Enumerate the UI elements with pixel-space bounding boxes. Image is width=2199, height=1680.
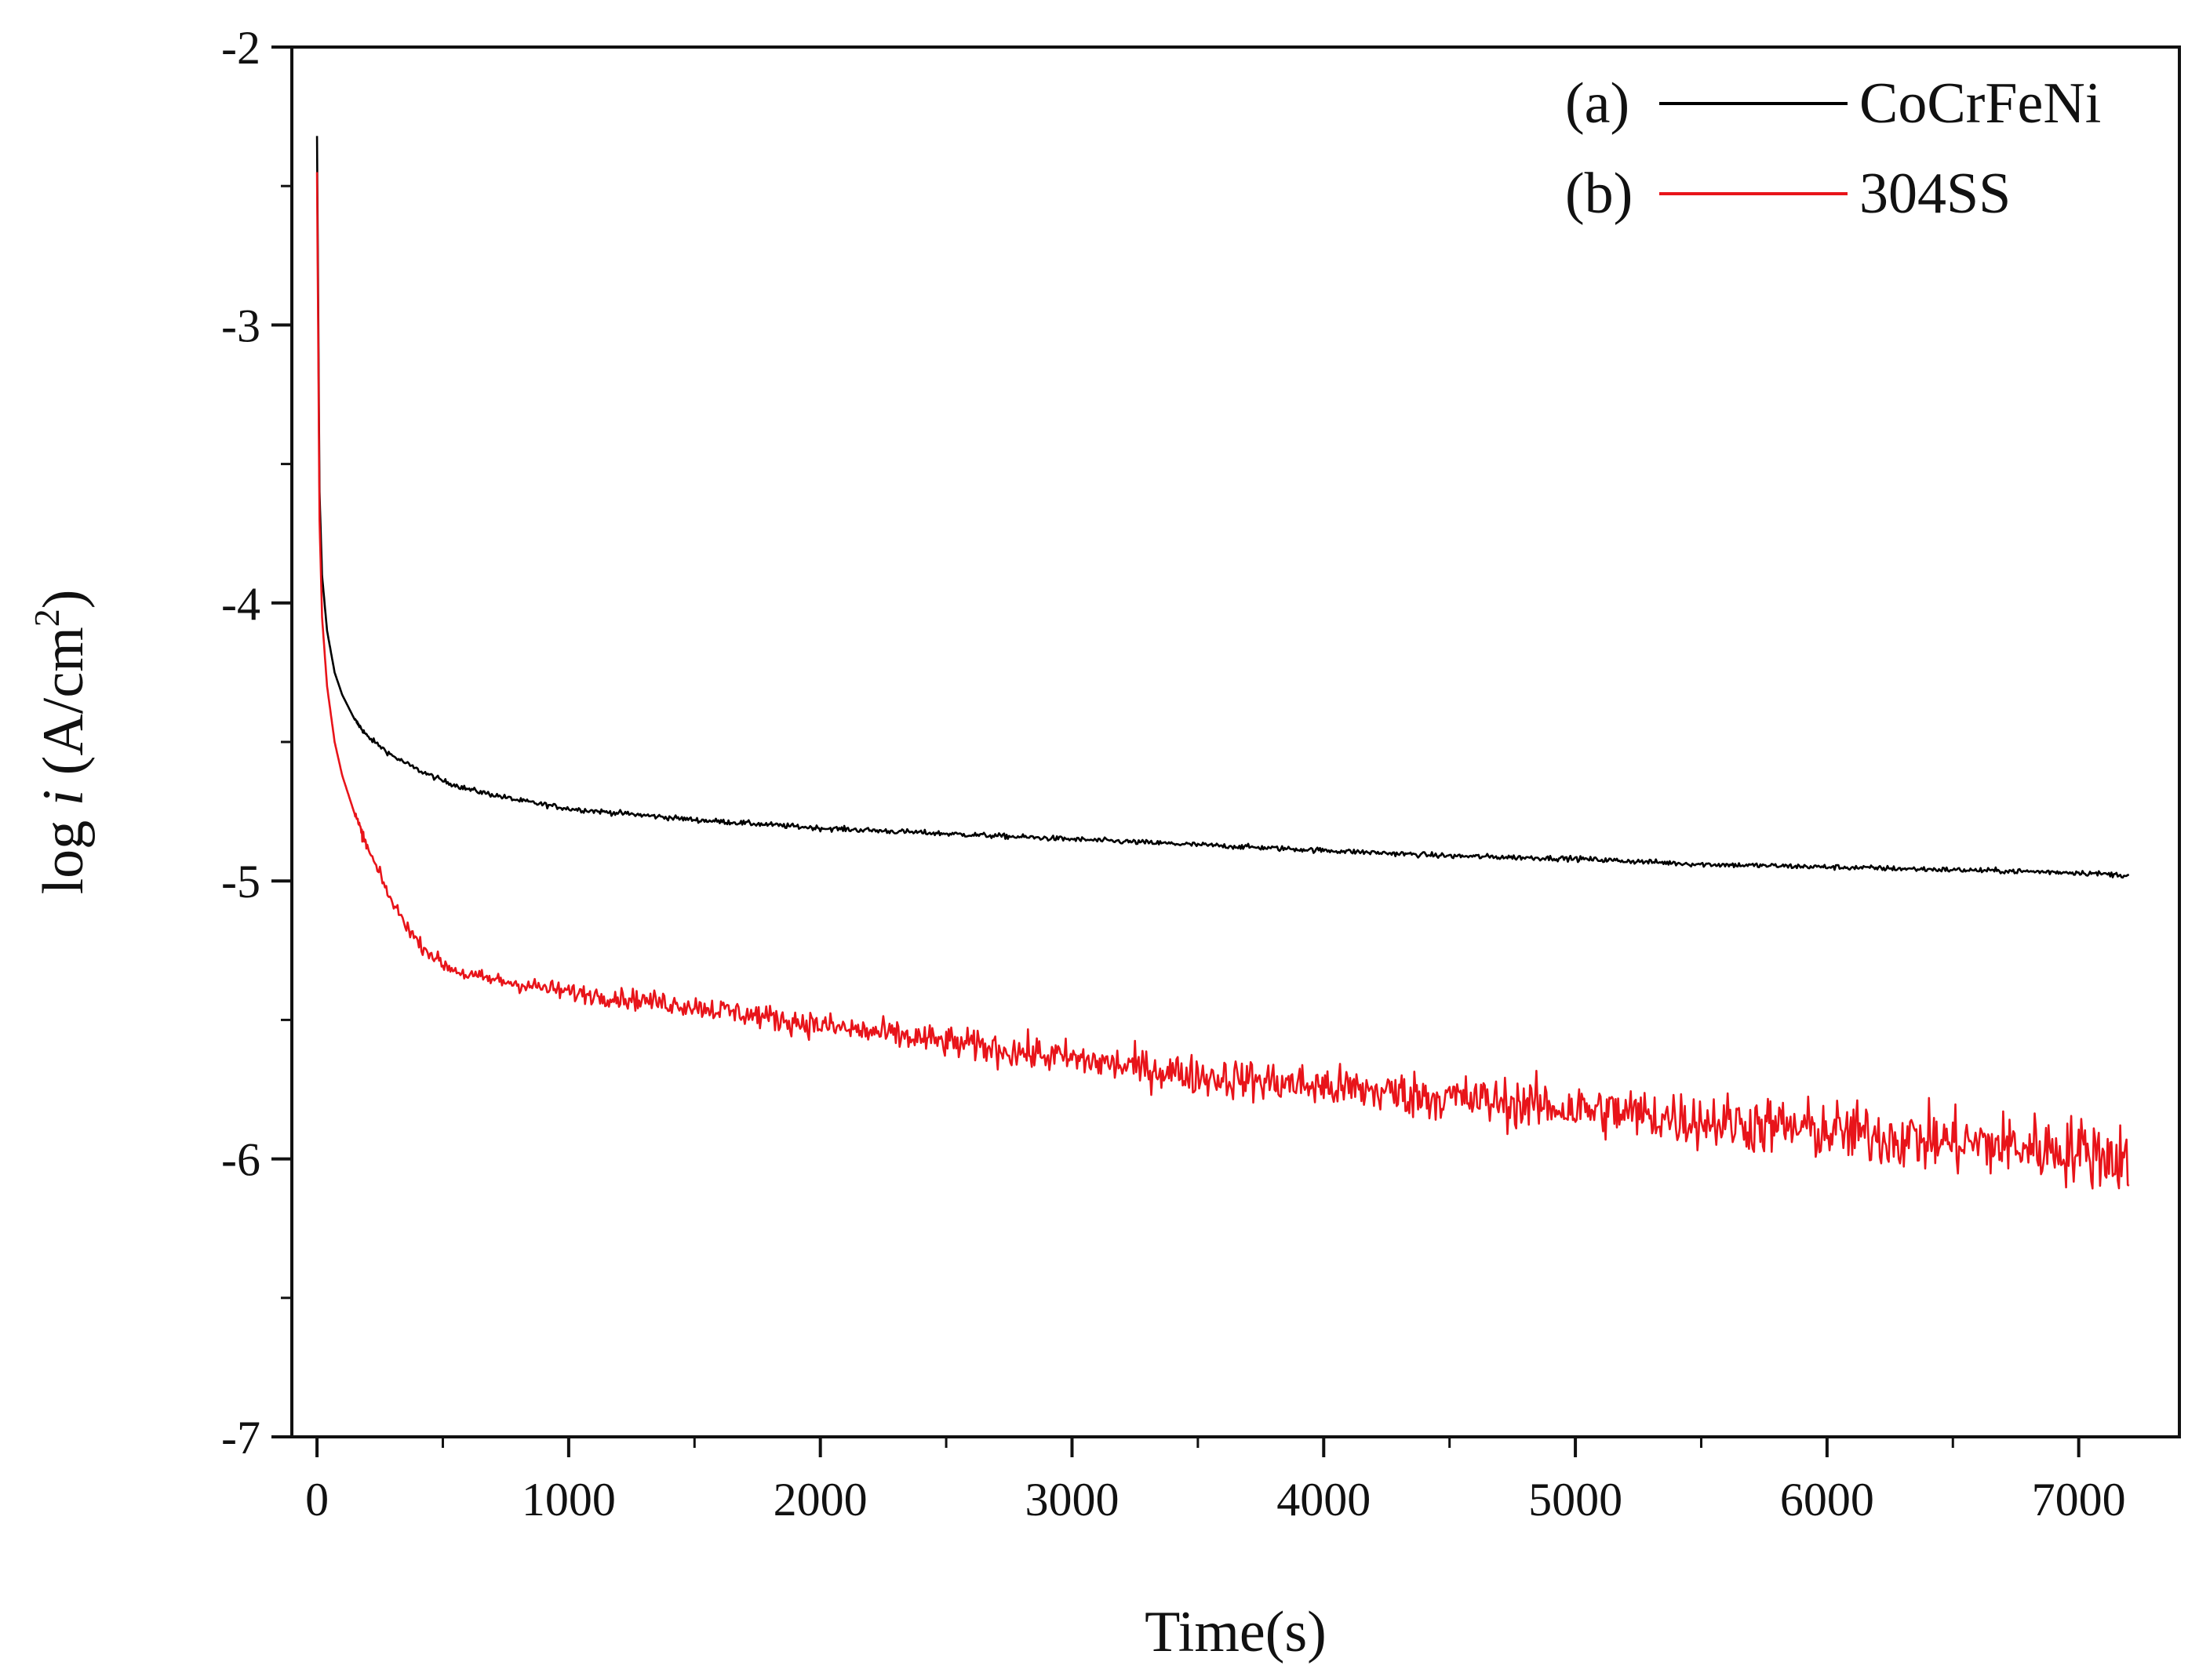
y-axis-title: log i (A/cm2) xyxy=(27,590,96,895)
legend: (a) CoCrFeNi (b) 304SS xyxy=(1565,71,2101,226)
y-tick-label--6: -6 xyxy=(221,1134,260,1186)
y-axis-title-close: ) xyxy=(31,590,96,609)
y-tick-label--5: -5 xyxy=(221,856,260,907)
x-tick-label-0: 0 xyxy=(305,1474,329,1525)
y-axis-title-unit: (A/cm xyxy=(31,627,96,790)
y-tick-label--4: -4 xyxy=(221,578,260,630)
x-axis-title: Time(s) xyxy=(1145,1600,1327,1664)
plot-frame xyxy=(290,45,2181,1438)
x-tick-label-3000: 3000 xyxy=(1025,1474,1119,1525)
x-tick-label-1000: 1000 xyxy=(522,1474,616,1525)
legend-entry-304ss: (b) 304SS xyxy=(1565,162,2011,226)
x-tick-label-6000: 6000 xyxy=(1780,1474,1874,1525)
x-tick-label-7000: 7000 xyxy=(2032,1474,2126,1525)
y-axis-title-variable: i xyxy=(31,790,96,806)
y-axis-title-superscript: 2 xyxy=(27,609,67,627)
legend-label-304ss: 304SS xyxy=(1859,162,2011,226)
x-tick-label-4000: 4000 xyxy=(1276,1474,1371,1525)
legend-tag-a: (a) xyxy=(1565,71,1629,136)
y-tick-label--7: -7 xyxy=(221,1412,260,1464)
axis-tick-labels: 0 1000 2000 3000 4000 5000 6000 7000 -2 -3 -4 -5 -6 -… xyxy=(221,22,2126,1525)
legend-label-cocrfeni: CoCrFeNi xyxy=(1859,71,2101,136)
legend-tag-b: (b) xyxy=(1565,162,1633,226)
series-line-304ss xyxy=(315,172,2130,1190)
series-line-cocrfeni xyxy=(315,136,2129,879)
legend-entry-cocrfeni: (a) CoCrFeNi xyxy=(1565,71,2101,136)
axis-ticks xyxy=(271,45,2081,1457)
y-axis-title-prefix: log xyxy=(31,805,96,894)
x-tick-label-2000: 2000 xyxy=(774,1474,868,1525)
x-tick-label-5000: 5000 xyxy=(1528,1474,1622,1525)
series-layer xyxy=(315,136,2130,1190)
y-tick-label--2: -2 xyxy=(221,22,260,74)
y-tick-label--3: -3 xyxy=(221,300,260,351)
